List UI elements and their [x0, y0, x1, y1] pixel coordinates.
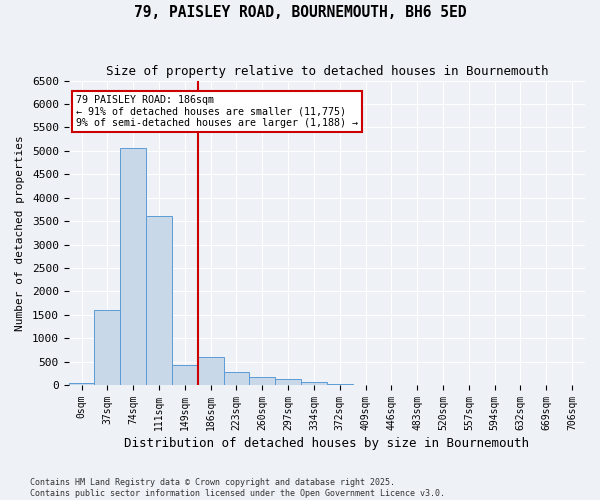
X-axis label: Distribution of detached houses by size in Bournemouth: Distribution of detached houses by size …	[124, 437, 529, 450]
Bar	[146, 216, 172, 385]
Bar	[301, 382, 327, 385]
Bar	[275, 380, 301, 385]
Bar	[198, 357, 224, 385]
Bar	[68, 382, 94, 385]
Title: Size of property relative to detached houses in Bournemouth: Size of property relative to detached ho…	[106, 65, 548, 78]
Y-axis label: Number of detached properties: Number of detached properties	[15, 135, 25, 330]
Bar	[327, 384, 353, 385]
Text: 79 PAISLEY ROAD: 186sqm
← 91% of detached houses are smaller (11,775)
9% of semi: 79 PAISLEY ROAD: 186sqm ← 91% of detache…	[76, 94, 358, 128]
Text: Contains HM Land Registry data © Crown copyright and database right 2025.
Contai: Contains HM Land Registry data © Crown c…	[30, 478, 445, 498]
Bar	[172, 365, 198, 385]
Bar	[224, 372, 250, 385]
Text: 79, PAISLEY ROAD, BOURNEMOUTH, BH6 5ED: 79, PAISLEY ROAD, BOURNEMOUTH, BH6 5ED	[134, 5, 466, 20]
Bar	[250, 377, 275, 385]
Bar	[121, 148, 146, 385]
Bar	[94, 310, 121, 385]
